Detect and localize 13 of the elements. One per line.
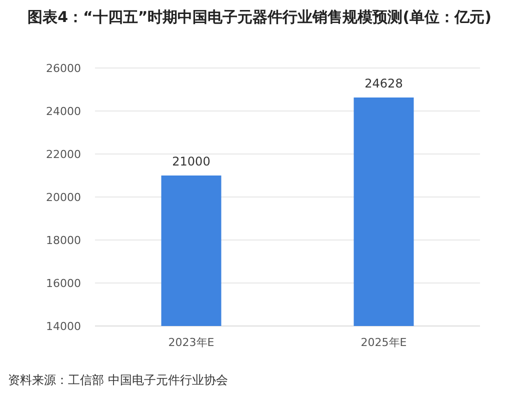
text: 资料来源：工信部 中国电子元件行业协会 (8, 373, 228, 387)
y-tick-label: 16000 (46, 277, 81, 290)
y-tick-label: 24000 (46, 105, 81, 118)
x-tick-label: 2023年E (168, 336, 214, 349)
y-tick-label: 14000 (46, 320, 81, 333)
y-tick-label: 20000 (46, 191, 81, 204)
x-tick-label: 2025年E (360, 336, 407, 349)
data-label: 21000 (172, 154, 210, 168)
y-tick-label: 18000 (46, 234, 81, 247)
y-tick-label: 26000 (46, 62, 81, 75)
data-label: 24628 (364, 76, 403, 90)
y-tick-label: 22000 (46, 148, 81, 161)
chart-title: 图表4：“十四五”时期中国电子元器件行业销售规模预测(单位：亿元) (28, 8, 492, 26)
